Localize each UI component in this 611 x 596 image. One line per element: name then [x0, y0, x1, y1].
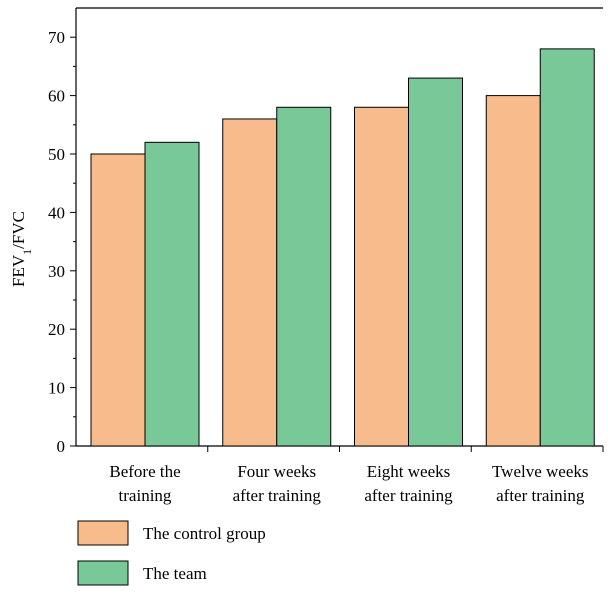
bar-control-group-1 [222, 118, 278, 447]
legend-label: The control group [143, 524, 266, 543]
x-tick-label-line: Eight weeks [367, 462, 451, 481]
x-tick-label-line: after training [364, 486, 453, 505]
legend: The control group The team [77, 520, 266, 586]
y-tick-label: 60 [48, 87, 65, 106]
y-tick-label: 0 [57, 437, 66, 456]
x-tick-labels: Before the training Four weeks after traini… [109, 446, 604, 505]
x-tick-label: Twelve weeks after training [492, 462, 589, 505]
bar-team-2 [408, 77, 463, 447]
y-tick-label: 40 [48, 203, 65, 222]
y-axis-label-rest: /FVC [9, 211, 28, 249]
y-tick-label: 50 [48, 145, 65, 164]
bar-team-1 [276, 106, 332, 447]
x-tick-label: Four weeks after training [233, 462, 322, 505]
x-tick-label-line: training [119, 486, 172, 505]
x-tick-label: Before the training [109, 462, 180, 505]
bar-control-group-0 [90, 153, 146, 447]
legend-swatch [77, 560, 129, 586]
y-ticks: 0 10 20 30 40 50 60 70 [48, 28, 76, 456]
y-tick-label: 20 [48, 320, 65, 339]
legend-label: The team [143, 564, 207, 583]
bar-control-group-2 [354, 106, 409, 447]
x-tick-label-line: after training [496, 486, 585, 505]
bars [90, 48, 595, 447]
x-tick-label-line: Four weeks [237, 462, 316, 481]
bar-control-group-3 [485, 95, 541, 447]
x-tick-label-line: Before the [109, 462, 180, 481]
y-tick-label: 70 [48, 28, 65, 47]
y-axis-label: FEV1/FVC [9, 211, 34, 287]
y-tick-label: 10 [48, 379, 65, 398]
x-tick-label-line: after training [233, 486, 322, 505]
x-tick-label: Eight weeks after training [364, 462, 453, 505]
legend-swatch [77, 520, 129, 546]
y-axis-label-main: FEV [9, 254, 28, 287]
bar-team-0 [144, 141, 200, 447]
bar-team-3 [539, 48, 595, 447]
x-tick-label-line: Twelve weeks [492, 462, 589, 481]
y-tick-label: 30 [48, 262, 65, 281]
y-axis-label-sub: 1 [20, 249, 34, 255]
